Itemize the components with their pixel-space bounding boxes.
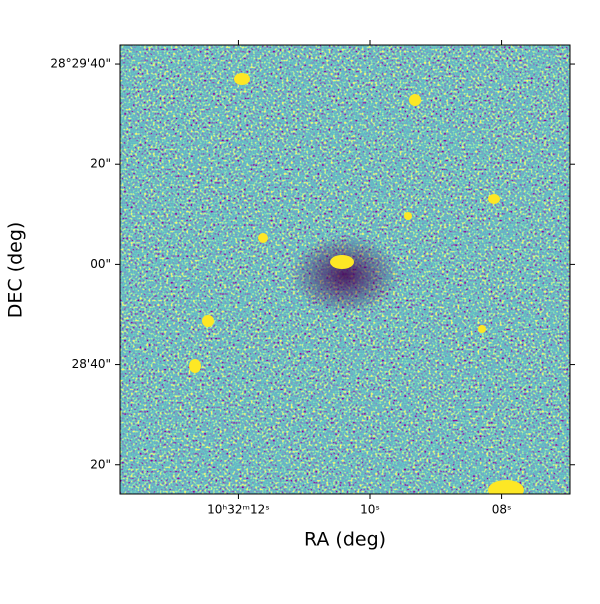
sources	[189, 73, 524, 494]
x-tick-label: 10ʰ32ᵐ12ˢ	[207, 503, 270, 517]
y-tick-label: 20"	[90, 157, 111, 171]
image	[120, 45, 570, 494]
x-tick-label: 10ˢ	[360, 503, 380, 517]
y-axis-label: DEC (deg)	[5, 222, 27, 319]
x-axis-label: RA (deg)	[304, 529, 386, 551]
dark-halo	[290, 235, 400, 315]
y-tick-label: 00"	[90, 257, 111, 271]
y-tick-label: 28°29'40"	[50, 57, 111, 71]
x-tick-label: 08ˢ	[492, 503, 512, 517]
y-tick-label: 28'40"	[72, 357, 111, 371]
frame	[119, 44, 571, 495]
y-tick-label: 20"	[90, 457, 111, 471]
